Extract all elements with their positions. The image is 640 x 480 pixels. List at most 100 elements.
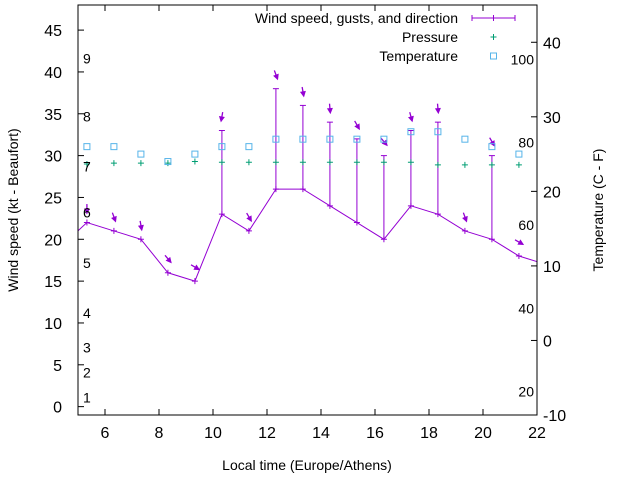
wind-direction-arrowhead <box>381 139 388 147</box>
y-tick-label: 35 <box>44 107 62 124</box>
pressure-point <box>515 161 522 168</box>
x-tick-label: 6 <box>101 425 110 442</box>
wind-direction-arrowhead <box>354 123 360 131</box>
chart-axes: 6 8 10 12 14 16 18 20 22051015202530354045-10010… <box>44 5 566 442</box>
temperature-point <box>164 158 172 166</box>
pressure-point <box>164 160 171 167</box>
wind-speed-point <box>488 236 495 243</box>
wind-direction-arrowhead <box>326 107 333 115</box>
y2-tick-label: 20 <box>543 184 561 201</box>
wind-direction-arrowhead <box>111 215 117 223</box>
temperature-point <box>299 135 307 143</box>
pressure-point <box>326 159 333 166</box>
temperature-point <box>407 128 415 136</box>
temperature-point <box>83 143 91 151</box>
beaufort-label: 8 <box>83 108 91 124</box>
pressure-point <box>461 161 468 168</box>
y-tick-label: 15 <box>44 274 62 291</box>
x-tick-label: 8 <box>155 425 164 442</box>
wind-direction-arrowhead <box>193 264 201 271</box>
pressure-point <box>434 161 441 168</box>
wind-direction-arrowhead <box>299 90 306 98</box>
x-tick-label: 14 <box>312 425 330 442</box>
wind-speed-point <box>353 219 360 226</box>
x-tick-label: 20 <box>474 425 492 442</box>
wind-speed-point <box>407 202 414 209</box>
temperature-point <box>461 135 469 143</box>
legend-marker <box>490 34 497 40</box>
y2-tick-label: 40 <box>543 35 561 52</box>
wind-direction-arrowhead <box>462 215 468 223</box>
wind-speed-point <box>515 253 522 260</box>
chart-series <box>78 70 537 285</box>
wind-direction-arrowhead <box>434 107 441 115</box>
x-tick-label: 12 <box>258 425 276 442</box>
legend-label: Pressure <box>402 29 458 45</box>
wind-direction-arrowhead <box>218 115 225 123</box>
wind-direction-arrowhead <box>165 256 172 264</box>
temperature-point <box>353 135 361 143</box>
y-tick-label: 5 <box>53 358 62 375</box>
fahrenheit-label: 80 <box>518 134 534 150</box>
wind-speed-point <box>461 227 468 234</box>
y2-tick-label: 30 <box>543 110 561 127</box>
temperature-point <box>272 135 280 143</box>
pressure-point <box>245 159 252 166</box>
fahrenheit-label: 60 <box>518 217 534 233</box>
y-tick-label: 45 <box>44 23 62 40</box>
y-tick-label: 0 <box>53 400 62 417</box>
legend-label: Temperature <box>379 48 458 64</box>
y-tick-label: 25 <box>44 190 62 207</box>
temperature-point <box>191 150 199 158</box>
pressure-point <box>137 160 144 167</box>
x-tick-label: 10 <box>204 425 222 442</box>
x-tick-label: 16 <box>366 425 384 442</box>
x-tick-label: 18 <box>420 425 438 442</box>
pressure-point <box>83 160 90 167</box>
fahrenheit-label: 40 <box>518 301 534 317</box>
beaufort-label: 1 <box>83 390 91 406</box>
temperature-point <box>488 143 496 151</box>
wind-direction-arrowhead <box>273 73 279 81</box>
temperature-point <box>434 128 442 136</box>
beaufort-label: 5 <box>83 255 91 271</box>
beaufort-label: 2 <box>83 364 91 380</box>
pressure-point <box>299 159 306 166</box>
pressure-point <box>488 161 495 168</box>
beaufort-label: 6 <box>83 205 91 221</box>
temperature-point <box>326 135 334 143</box>
y2-axis-title: Temperature (C - F) <box>590 149 606 272</box>
wind-speed-point <box>164 269 171 276</box>
wind-speed-point <box>137 236 144 243</box>
wind-speed-point <box>326 202 333 209</box>
wind-speed-point <box>110 227 117 234</box>
pressure-point <box>407 159 414 166</box>
x-tick-label: 22 <box>528 425 546 442</box>
fahrenheit-label: 100 <box>511 52 535 68</box>
wind-speed-point <box>272 186 279 193</box>
beaufort-label: 4 <box>83 305 91 321</box>
y-tick-label: 30 <box>44 149 62 166</box>
wind-direction-arrowhead <box>246 215 252 223</box>
wind-direction-arrowhead <box>83 208 90 215</box>
temperature-point <box>110 143 118 151</box>
beaufort-label: 9 <box>83 51 91 67</box>
wind-speed-point <box>191 278 198 285</box>
wind-speed-point <box>218 211 225 218</box>
pressure-point <box>191 158 198 165</box>
y2-tick-label: 10 <box>543 259 561 276</box>
temperature-point <box>515 150 523 158</box>
beaufort-label: 3 <box>83 339 91 355</box>
chart-legend: Wind speed, gusts, and direction Pressure… <box>255 10 516 64</box>
temperature-point <box>218 143 226 151</box>
beaufort-label: 7 <box>83 159 91 175</box>
pressure-point <box>380 159 387 166</box>
wind-speed-point <box>380 236 387 243</box>
pressure-point <box>353 159 360 166</box>
wind-direction-arrowhead <box>408 115 414 123</box>
pressure-point <box>218 159 225 166</box>
wind-direction-arrowhead <box>137 224 144 232</box>
temperature-point <box>245 143 253 151</box>
pressure-point <box>110 160 117 167</box>
legend-marker <box>490 15 497 21</box>
